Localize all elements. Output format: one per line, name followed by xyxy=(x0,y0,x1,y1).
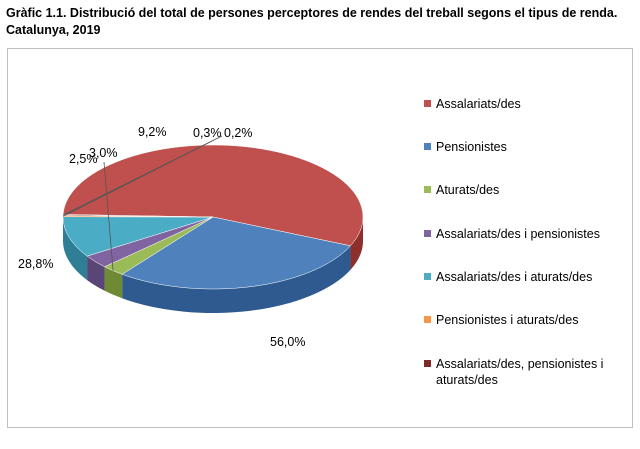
pie-label-3: 2,5% xyxy=(69,152,98,166)
legend-label: Aturats/des xyxy=(436,183,500,197)
legend-label: Pensionistes xyxy=(436,140,507,154)
pie-label-5: 9,2% xyxy=(138,125,167,139)
legend-swatch xyxy=(424,316,431,323)
legend-label: Assalariats/des i pensionistes xyxy=(436,227,600,241)
pie-label-1: 56,0% xyxy=(270,335,305,349)
pie-side-walls xyxy=(63,217,363,313)
pie-side-3 xyxy=(104,266,123,299)
pie-label-2: 28,8% xyxy=(18,257,53,271)
legend-swatch xyxy=(424,273,431,280)
pie-label-7: 0,2% xyxy=(224,126,253,140)
legend-label: Pensionistes i aturats/des xyxy=(436,313,579,327)
legend-swatch xyxy=(424,360,431,367)
chart-title-line-1: Gràfic 1.1. Distribució del total de per… xyxy=(6,6,618,20)
legend-label: Assalariats/des i aturats/des xyxy=(436,270,593,284)
pie-side-1 xyxy=(350,217,363,270)
pie-top-faces xyxy=(62,144,364,290)
pie-label-6: 0,3% xyxy=(193,126,222,140)
pie-slice-1 xyxy=(62,144,364,247)
pie-label-4: 3,0% xyxy=(89,146,118,160)
pie-leader-line-3 xyxy=(62,135,223,216)
legend-item-2: Pensionistes xyxy=(424,139,631,155)
legend-swatch xyxy=(424,143,431,150)
chart-title: Gràfic 1.1. Distribució del total de per… xyxy=(6,5,634,39)
legend-item-7: Assalariats/des, pensionistes i aturats/… xyxy=(424,356,631,388)
legend-item-4: Assalariats/des i pensionistes xyxy=(424,226,631,242)
pie-slice-2 xyxy=(121,216,351,290)
legend-swatch xyxy=(424,230,431,237)
legend-item-3: Aturats/des xyxy=(424,182,631,198)
legend-label: Assalariats/des xyxy=(436,97,521,111)
legend-swatch xyxy=(424,100,431,107)
legend-swatch xyxy=(424,186,431,193)
chart-title-line-2: Catalunya, 2019 xyxy=(6,23,101,37)
pie-side-2 xyxy=(122,245,351,313)
legend-item-1: Assalariats/des xyxy=(424,96,631,112)
pie-slice-5 xyxy=(62,216,214,257)
pie-side-4 xyxy=(87,256,105,291)
legend-item-5: Assalariats/des i aturats/des xyxy=(424,269,631,285)
pie-data-labels: 56,0% 28,8% 2,5%3,0% 9,2% 0,3% 0,2% xyxy=(18,125,305,349)
pie-side-5 xyxy=(63,217,88,281)
pie-leader-line-1 xyxy=(103,161,114,271)
legend-item-6: Pensionistes i aturats/des xyxy=(424,312,631,328)
legend-label: Assalariats/des, pensionistes i aturats/… xyxy=(436,357,604,387)
